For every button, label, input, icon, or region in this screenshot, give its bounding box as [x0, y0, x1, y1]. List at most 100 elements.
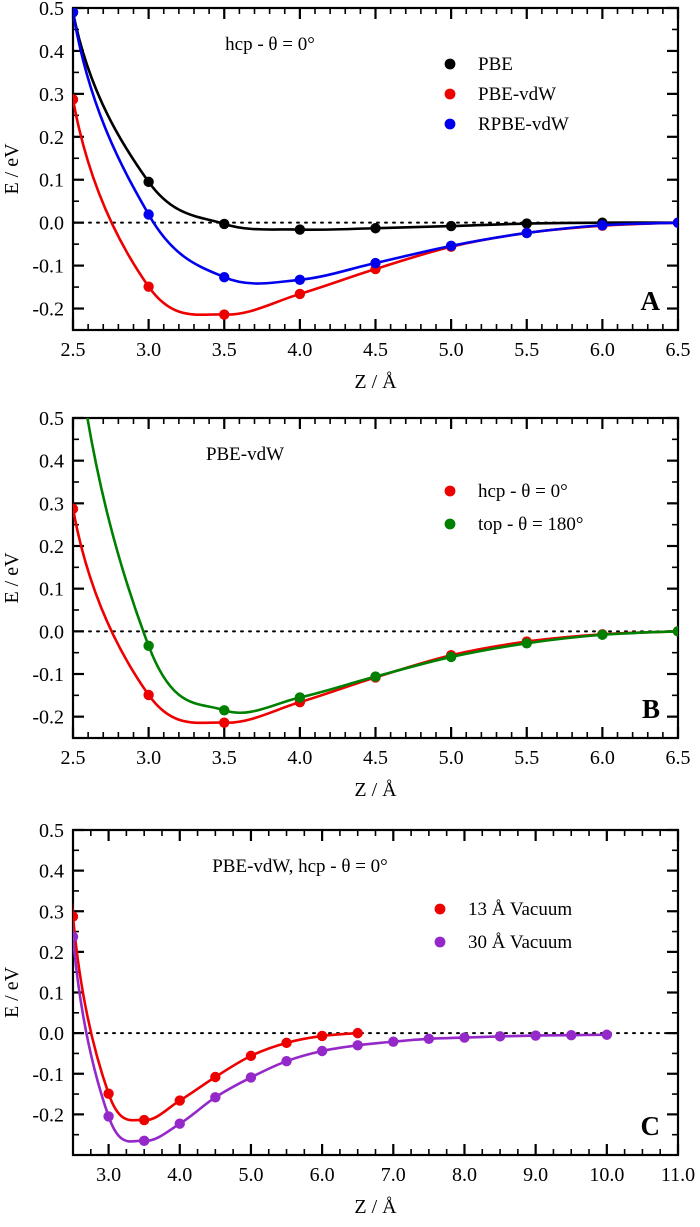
data-point [210, 1092, 221, 1103]
y-axis-label: E / eV [1, 143, 23, 195]
legend-label: hcp - θ = 0° [478, 481, 568, 502]
x-axis-label: Z / Å [354, 371, 397, 393]
data-point [423, 1033, 435, 1045]
x-tick-label: 3.0 [136, 747, 161, 769]
series-group [73, 418, 678, 728]
legend-marker [444, 58, 456, 70]
y-tick-label: 0.0 [39, 621, 64, 643]
data-point [73, 503, 79, 515]
x-tick-label: 10.0 [589, 1164, 624, 1186]
y-tick-label: -0.2 [32, 1104, 64, 1126]
series-line-rpbe-vdw [73, 8, 678, 285]
x-tick-label: 3.5 [212, 339, 237, 361]
data-point [73, 911, 79, 922]
series-line-pbe-vdw [73, 91, 678, 317]
data-point [521, 638, 532, 649]
legend-label: RPBE-vdW [478, 114, 569, 135]
y-axis-label: E / eV [1, 552, 23, 604]
plot-frame [71, 416, 680, 740]
data-point [388, 1036, 399, 1047]
data-point [294, 274, 306, 285]
series-group [73, 8, 678, 320]
data-point [143, 281, 154, 292]
y-tick-label: 0.2 [39, 942, 64, 964]
y-tick-label: 0.5 [39, 820, 64, 842]
y-tick-label: 0.2 [39, 127, 64, 149]
legend-marker [444, 118, 456, 130]
series-line-pbe [73, 8, 678, 232]
data-point [566, 1029, 577, 1041]
data-point [459, 1032, 470, 1043]
panel-letter: C [641, 1111, 661, 1141]
legend: 13 Å Vacuum 30 Å Vacuum [434, 899, 572, 953]
axis-ticks: 3.0 4.0 5.0 6.0 7.0 8.0 9.0 10.0 11.0 0.5 0.4 0.3 0.… [32, 820, 695, 1186]
data-point [245, 1050, 257, 1062]
x-tick-label: 6.0 [590, 747, 615, 769]
axis-ticks: 2.5 3.0 3.5 4.0 4.5 5.0 5.5 6.0 6.5 0.5 0.4 0.3 0.2 0… [32, 0, 690, 361]
x-tick-label: 6.0 [590, 339, 615, 361]
panel-b: 2.5 3.0 3.5 4.0 4.5 5.0 5.5 6.0 6.5 0.5 0.4 0.3 0.2 0… [0, 400, 700, 810]
data-point [138, 1114, 150, 1126]
legend-marker [434, 903, 446, 915]
data-point [672, 217, 678, 228]
y-tick-label: 0.0 [39, 213, 64, 235]
legend-marker [444, 485, 456, 497]
data-point [316, 1030, 328, 1042]
data-point [219, 218, 230, 230]
data-point [143, 640, 154, 652]
data-point [219, 271, 230, 283]
x-tick-label: 8.0 [452, 1164, 477, 1186]
data-point [210, 1071, 221, 1083]
legend-label: top - θ = 180° [478, 514, 584, 535]
data-point [445, 220, 457, 232]
data-point [103, 1111, 114, 1122]
plot-frame [71, 6, 680, 332]
data-point [219, 705, 230, 716]
y-tick-label: -0.1 [32, 1064, 64, 1086]
data-point [294, 288, 306, 300]
data-point [103, 1088, 114, 1099]
x-tick-label: 3.5 [212, 747, 237, 769]
series-group [73, 900, 613, 1146]
panel-a-chart: 2.5 3.0 3.5 4.0 4.5 5.0 5.5 6.0 6.5 0.5 0.4 0.3 0.2 0… [1, 0, 691, 393]
y-tick-label: -0.1 [32, 664, 64, 686]
data-point [73, 8, 79, 18]
x-tick-label: 2.5 [61, 339, 86, 361]
data-point [530, 1030, 541, 1041]
y-tick-label: 0.1 [39, 579, 64, 601]
y-tick-label: 0.3 [39, 493, 64, 515]
series-line-13-vacuum [73, 900, 360, 1122]
y-tick-label: 0.5 [39, 0, 64, 20]
legend-marker [444, 88, 456, 100]
x-tick-label: 5.0 [238, 1164, 263, 1186]
panel-b-chart: 2.5 3.0 3.5 4.0 4.5 5.0 5.5 6.0 6.5 0.5 0.4 0.3 0.2 0… [1, 408, 691, 801]
y-tick-label: 0.5 [39, 408, 64, 430]
data-point [138, 1135, 150, 1146]
legend-label: 30 Å Vacuum [468, 932, 572, 953]
data-point [445, 651, 457, 663]
panel-a: 2.5 3.0 3.5 4.0 4.5 5.0 5.5 6.0 6.5 0.5 0.4 0.3 0.2 0… [0, 0, 700, 400]
data-point [281, 1037, 292, 1049]
y-tick-label: 0.4 [39, 451, 64, 473]
y-tick-label: 0.4 [39, 861, 64, 883]
data-point [494, 1031, 506, 1042]
data-point [245, 1072, 257, 1083]
legend-label: 13 Å Vacuum [468, 899, 572, 920]
y-tick-label: 0.3 [39, 901, 64, 923]
series-line-top-180- [86, 418, 678, 715]
legend: hcp - θ = 0° top - θ = 180° [444, 481, 584, 535]
data-point [597, 629, 608, 640]
legend-marker [444, 518, 456, 530]
data-point [174, 1095, 185, 1106]
y-tick-label: -0.2 [32, 707, 64, 729]
x-tick-label: 6.5 [666, 339, 691, 361]
y-tick-label: -0.1 [32, 256, 64, 278]
plot-frame [71, 828, 680, 1157]
data-point [352, 1040, 363, 1051]
panel-title: PBE-vdW [206, 444, 284, 465]
x-tick-label: 4.0 [167, 1164, 192, 1186]
x-tick-label: 6.5 [666, 747, 691, 769]
x-tick-label: 5.0 [439, 339, 464, 361]
panel-c: 3.0 4.0 5.0 6.0 7.0 8.0 9.0 10.0 11.0 0.5 0.4 0.3 0.… [0, 810, 700, 1227]
